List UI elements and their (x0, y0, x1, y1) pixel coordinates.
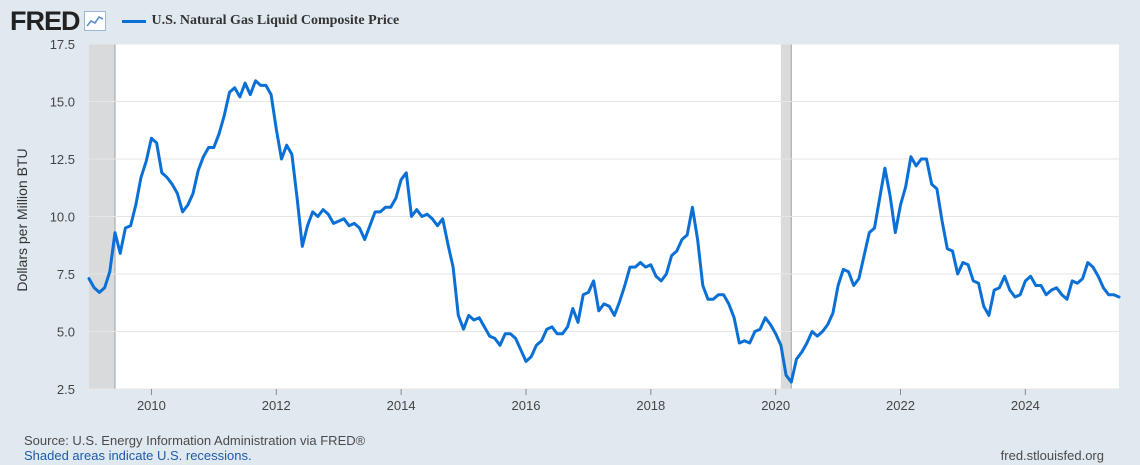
y-tick-label: 12.5 (50, 152, 75, 167)
x-tick-label: 2012 (262, 398, 291, 413)
fred-logo[interactable]: FRED (10, 5, 80, 36)
legend-label: U.S. Natural Gas Liquid Composite Price (151, 13, 400, 28)
y-tick-label: 17.5 (50, 37, 75, 52)
x-tick-label: 2016 (512, 398, 541, 413)
series-line (87, 79, 1121, 384)
x-tick-label: 2022 (886, 398, 915, 413)
source-note: Source: U.S. Energy Information Administ… (24, 433, 366, 448)
site-link[interactable]: fred.stlouisfed.org (1000, 448, 1104, 463)
y-tick-label: 2.5 (57, 382, 75, 397)
legend: U.S. Natural Gas Liquid Composite Price (121, 13, 400, 29)
footer-notes: Source: U.S. Energy Information Administ… (24, 433, 365, 463)
line-chart-icon (83, 11, 106, 31)
legend-swatch (121, 19, 146, 23)
x-tick-label: 2024 (1011, 398, 1040, 413)
header: FRED U.S. Natural Gas Liquid Composite P… (10, 6, 399, 36)
x-tick-label: 2010 (137, 398, 166, 413)
y-tick-label: 15.0 (50, 95, 75, 110)
y-tick-label: 5.0 (57, 325, 75, 340)
recession-note[interactable]: Shaded areas indicate U.S. recessions. (24, 448, 252, 463)
x-tick-label: 2020 (761, 398, 790, 413)
chart: 2.5 5.0 7.5 10.0 12.5 15.0 17.5 2010 2012 2014 20… (14, 37, 1121, 413)
y-tick-label: 10.0 (50, 210, 75, 225)
x-tick-label: 2018 (636, 398, 665, 413)
y-tick-label: 7.5 (57, 267, 75, 282)
y-axis-label: Dollars per Million BTU (14, 148, 30, 291)
x-tick-label: 2014 (387, 398, 416, 413)
